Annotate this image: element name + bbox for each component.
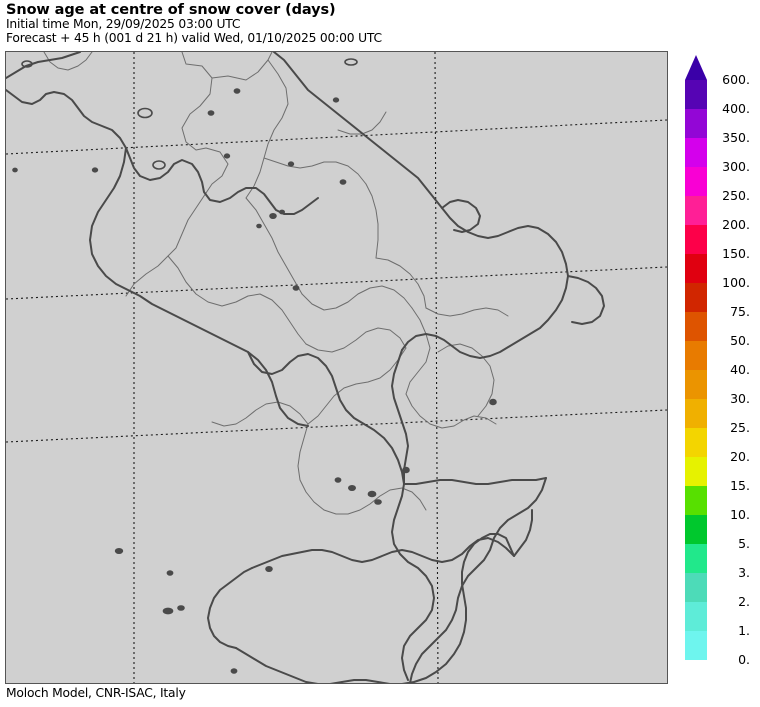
colorbar-tick-label: 400.	[722, 103, 750, 115]
page-title: Snow age at centre of snow cover (days)	[6, 2, 666, 18]
colorbar-tick-label: 150.	[722, 248, 750, 260]
colorbar-tick-label: 250.	[722, 190, 750, 202]
header-block: Snow age at centre of snow cover (days) …	[6, 2, 666, 45]
colorbar-tick-label: 0.	[738, 654, 750, 666]
footer-credit: Moloch Model, CNR-ISAC, Italy	[6, 686, 186, 700]
colorbar-band	[685, 486, 707, 515]
colorbar-band	[685, 399, 707, 428]
lake-trasimeno	[138, 109, 152, 118]
colorbar-band	[685, 457, 707, 486]
lake-bolsena	[153, 161, 165, 169]
colorbar-band	[685, 602, 707, 631]
graticule	[6, 52, 667, 683]
meridian-line	[435, 52, 438, 683]
colorbar-band	[685, 138, 707, 167]
colorbar-tick-label: 20.	[730, 451, 750, 463]
forecast-validity-text: Forecast + 45 h (001 d 21 h) valid Wed, …	[6, 32, 666, 46]
colorbar-tick-label: 30.	[730, 393, 750, 405]
colorbar-tick-label: 5.	[738, 538, 750, 550]
colorbar-tick-label: 25.	[730, 422, 750, 434]
colorbar-tick-label: 3.	[738, 567, 750, 579]
colorbar-band	[685, 167, 707, 196]
colorbar-band	[685, 428, 707, 457]
colorbar-band	[685, 225, 707, 254]
parallel-line	[6, 410, 667, 442]
colorbar-bands	[685, 80, 707, 660]
colorbar-tick-label: 200.	[722, 219, 750, 231]
colorbar-band	[685, 341, 707, 370]
colorbar-band	[685, 283, 707, 312]
colorbar-arrow-icon	[685, 55, 707, 80]
colorbar-tick-label: 40.	[730, 364, 750, 376]
colorbar-band	[685, 312, 707, 341]
colorbar-tick-label: 100.	[722, 277, 750, 289]
coastlines	[6, 52, 604, 683]
colorbar-band	[685, 544, 707, 573]
colorbar-tick-label: 600.	[722, 74, 750, 86]
colorbar-band	[685, 573, 707, 602]
colorbar-tick-label: 50.	[730, 335, 750, 347]
parallel-line	[6, 120, 667, 154]
colorbar-band	[685, 196, 707, 225]
colorbar-band	[685, 109, 707, 138]
colorbar-tick-label: 15.	[730, 480, 750, 492]
colorbar-tick-label: 350.	[722, 132, 750, 144]
colorbar-tick-label: 75.	[730, 306, 750, 318]
colorbar-band	[685, 631, 707, 660]
colorbar-tick-label: 1.	[738, 625, 750, 637]
colorbar-labels: 600. 400. 350. 300. 250. 200. 150. 100. 75. 50. 40…	[712, 55, 756, 665]
colorbar	[685, 55, 707, 660]
colorbar-tick-label: 300.	[722, 161, 750, 173]
colorbar-band	[685, 515, 707, 544]
colorbar-band	[685, 254, 707, 283]
map-canvas	[6, 52, 667, 683]
map-panel[interactable]	[5, 51, 668, 684]
colorbar-tick-label: 10.	[730, 509, 750, 521]
colorbar-band	[685, 80, 707, 109]
colorbar-band	[685, 370, 707, 399]
islands-and-lakes	[13, 59, 496, 673]
colorbar-tick-label: 2.	[738, 596, 750, 608]
initial-time-text: Initial time Mon, 29/09/2025 03:00 UTC	[6, 18, 666, 32]
